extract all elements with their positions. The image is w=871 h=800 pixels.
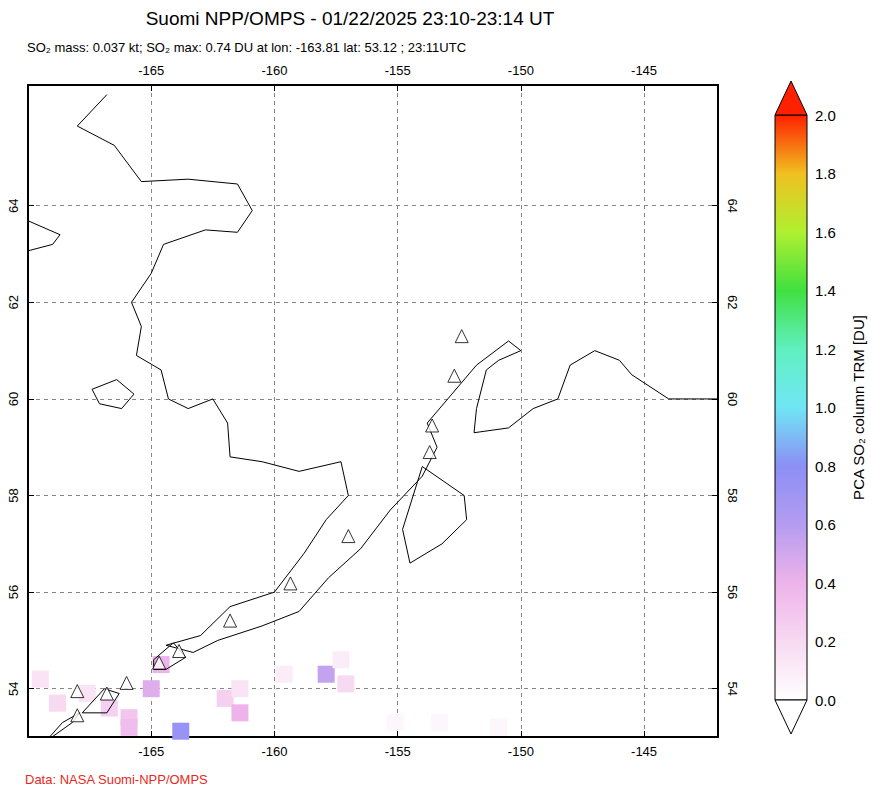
svg-text:-150: -150 [508, 63, 534, 78]
svg-text:56: 56 [725, 585, 740, 599]
svg-text:2.0: 2.0 [815, 107, 836, 124]
svg-text:0.2: 0.2 [815, 633, 836, 650]
svg-text:0.8: 0.8 [815, 458, 836, 475]
svg-text:-155: -155 [385, 63, 411, 78]
svg-text:-150: -150 [508, 744, 534, 759]
svg-text:1.0: 1.0 [815, 399, 836, 416]
svg-text:-145: -145 [631, 63, 657, 78]
svg-text:60: 60 [725, 392, 740, 406]
svg-text:Suomi NPP/OMPS - 01/22/2025 23: Suomi NPP/OMPS - 01/22/2025 23:10-23:14 … [146, 8, 555, 29]
svg-text:56: 56 [6, 585, 21, 599]
svg-text:-160: -160 [261, 63, 287, 78]
svg-text:54: 54 [6, 681, 21, 695]
svg-text:60: 60 [6, 392, 21, 406]
svg-text:Data: NASA Suomi-NPP/OMPS: Data: NASA Suomi-NPP/OMPS [25, 772, 208, 787]
svg-text:58: 58 [725, 488, 740, 502]
svg-text:64: 64 [6, 199, 21, 213]
svg-text:64: 64 [725, 199, 740, 213]
svg-text:62: 62 [6, 295, 21, 309]
svg-text:1.8: 1.8 [815, 165, 836, 182]
svg-text:PCA SO₂ column TRM [DU]: PCA SO₂ column TRM [DU] [850, 315, 867, 500]
svg-text:0.4: 0.4 [815, 575, 836, 592]
svg-text:0.0: 0.0 [815, 692, 836, 709]
svg-text:SO₂ mass: 0.037 kt; SO₂ max: 0: SO₂ mass: 0.037 kt; SO₂ max: 0.74 DU at … [27, 40, 466, 55]
svg-text:-165: -165 [138, 63, 164, 78]
svg-text:1.4: 1.4 [815, 282, 836, 299]
svg-text:1.2: 1.2 [815, 341, 836, 358]
svg-text:-160: -160 [261, 744, 287, 759]
svg-text:62: 62 [725, 295, 740, 309]
svg-text:0.6: 0.6 [815, 516, 836, 533]
svg-text:58: 58 [6, 488, 21, 502]
svg-text:-155: -155 [385, 744, 411, 759]
svg-text:-165: -165 [138, 744, 164, 759]
svg-text:54: 54 [725, 681, 740, 695]
svg-text:-145: -145 [631, 744, 657, 759]
svg-text:1.6: 1.6 [815, 224, 836, 241]
